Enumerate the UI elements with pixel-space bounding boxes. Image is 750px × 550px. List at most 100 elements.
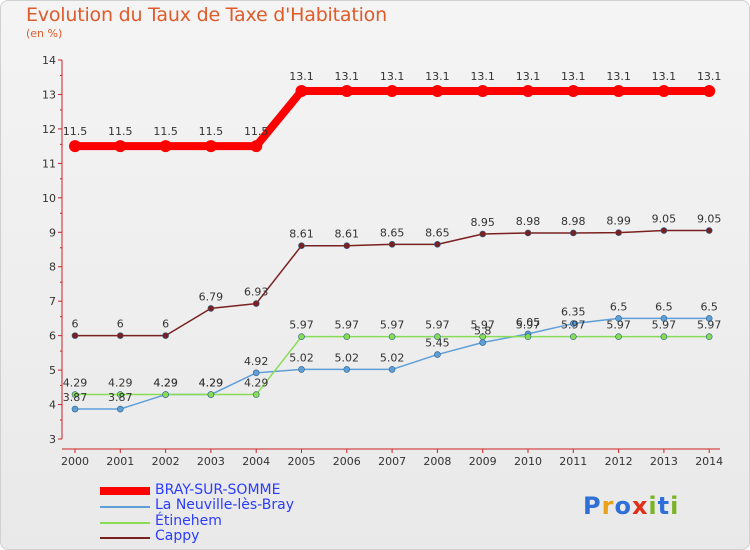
logo-letter: i [648,492,658,520]
data-point [204,140,217,153]
data-label: 6 [117,318,124,331]
data-label: 9.05 [697,213,722,226]
data-point [569,229,577,237]
x-tick-label: 2002 [152,455,180,468]
data-label: 11.5 [108,125,133,138]
x-tick-label: 2003 [197,455,225,468]
data-point [431,85,444,98]
data-label: 13.1 [289,70,314,83]
data-point [479,333,487,340]
data-point [252,300,260,307]
y-tick-label: 3 [49,433,56,446]
data-point [252,391,260,398]
data-label: 5.97 [380,319,405,332]
data-point [117,391,124,398]
data-label: 13.1 [335,70,360,83]
data-label: 9.05 [652,213,677,226]
data-point [117,332,124,339]
data-label: 13.1 [606,70,631,83]
data-label: 5.97 [697,319,722,332]
chart-data-labels: 11.5 11.5 11.5 11.5 11.5 13.1 13.1 13.1 13.1 13.1… [63,70,722,404]
data-point [705,227,713,234]
data-point [660,227,668,234]
y-tick-label: 7 [49,295,56,308]
proxiti-logo: Proxiti [583,492,679,520]
y-tick-label: 9 [49,226,56,239]
data-point [295,85,308,98]
data-label: 11.5 [153,125,178,138]
data-label: 8.98 [561,215,586,228]
data-label: 4.29 [199,377,224,390]
data-label: 5.02 [380,351,405,364]
data-point [388,241,396,248]
data-point [298,242,305,250]
data-label: 4.29 [244,377,269,390]
data-point [71,391,79,398]
data-point [703,85,716,98]
logo-letter: t [657,492,671,520]
data-label: 6 [162,318,169,331]
y-tick-label: 4 [49,399,56,412]
data-point [657,85,670,98]
data-point [162,391,169,398]
data-point [615,229,622,236]
data-label: 6.5 [700,300,718,313]
data-label: 5.97 [516,319,541,332]
chart-axes: 3 4 5 6 7 8 9 10 11 12 13 14 2000 2001 2002 2003 2004 200… [42,54,723,468]
data-point [69,140,81,153]
data-point [434,333,441,340]
y-tick-label: 11 [42,157,56,170]
data-point [615,333,622,340]
data-point [660,315,668,322]
data-point [434,351,441,358]
legend-swatch-etinehem [100,522,150,524]
data-point [162,332,169,339]
logo-letter: x [631,492,649,520]
data-label: 13.1 [516,70,541,83]
data-label: 4.29 [199,377,224,390]
data-label: 8.61 [335,228,360,241]
data-label: 13.1 [425,70,450,83]
x-tick-label: 2011 [559,455,587,468]
data-label: 6.79 [199,290,224,303]
data-label: 5.97 [561,319,586,332]
x-tick-label: 2013 [650,455,678,468]
x-tick-label: 2006 [333,455,361,468]
data-point [705,315,713,322]
data-label: 6 [72,318,79,331]
data-point [343,366,351,373]
legend-label-bray: BRAY-SUR-SOMME [155,482,281,498]
x-tick-label: 2001 [106,455,134,468]
data-point [114,140,127,153]
data-point [524,333,532,340]
data-label: 8.65 [380,226,405,239]
chart-subtitle: (en %) [26,27,63,40]
data-point [71,405,79,413]
data-label: 6.5 [610,300,628,313]
data-label: 11.5 [199,125,224,138]
data-label: 6.35 [561,306,586,319]
x-tick-label: 2010 [514,455,542,468]
data-point [298,333,305,340]
data-label: 13.1 [380,70,405,83]
data-label: 8.95 [470,216,495,229]
legend-swatch-la-neuville [100,506,150,508]
legend-label-la-neuville: La Neuville-lès-Bray [155,497,294,513]
y-tick-label: 13 [42,88,56,101]
data-label: 3.87 [108,391,133,404]
data-label: 8.98 [516,215,541,228]
data-label: 11.5 [63,125,88,138]
data-label: 6.93 [244,286,269,299]
data-label: 13.1 [652,70,677,83]
data-label: 4.29 [63,377,88,390]
data-point [524,229,532,237]
data-point [159,140,172,153]
legend-swatch-cappy [100,537,150,539]
x-tick-label: 2007 [378,455,406,468]
x-tick-label: 2004 [242,455,270,468]
data-point [612,85,625,98]
y-tick-label: 12 [42,123,56,136]
y-tick-label: 10 [42,192,56,205]
y-tick-label: 14 [42,54,56,67]
